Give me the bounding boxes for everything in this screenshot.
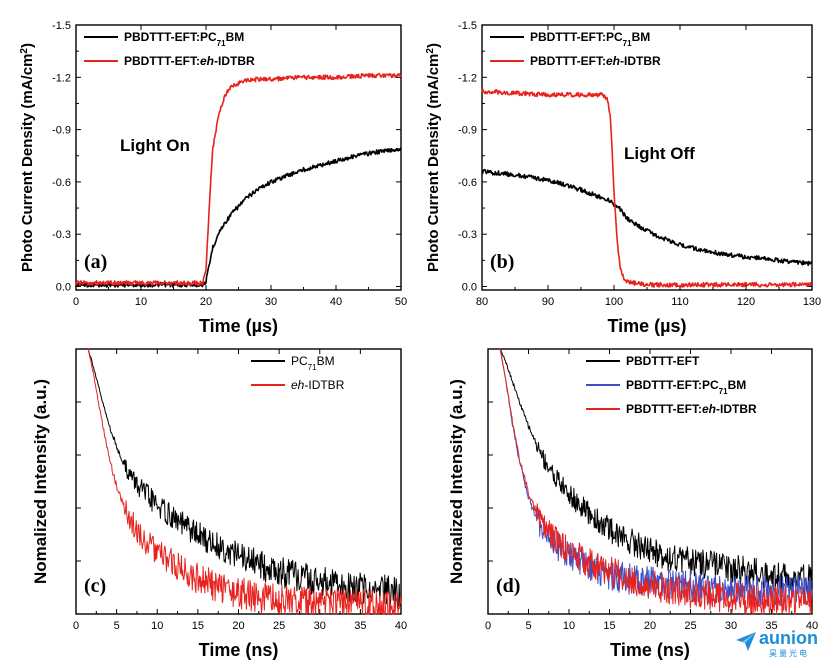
y-tick-label: -1.5 [52,20,71,32]
x-tick-label: 0 [73,296,79,308]
panel-label: (d) [496,575,520,597]
x-tick-label: 10 [563,620,575,632]
annotation-text: Light On [120,136,190,155]
y-tick-label: -0.3 [52,229,71,241]
x-tick-label: 120 [737,296,755,308]
y-tick-label: -1.2 [52,72,71,84]
watermark-text: aunion [759,628,818,648]
x-tick-label: 130 [803,296,821,308]
y-tick-label: -1.2 [458,72,477,84]
series-line-0 [75,147,402,288]
x-tick-label: 20 [644,620,656,632]
y-axis-label: Photo Current Density (mA/cm2) [425,43,443,272]
chart-panel-b: 80 90 100 110 120 130 0.0 -0.3 -0.6 -0.9 -1.2 -1.5 P… [425,20,822,336]
x-tick-label: 10 [151,620,163,632]
x-tick-label: 80 [476,296,488,308]
x-tick-label: 25 [684,620,696,632]
y-tick-label: -1.5 [458,20,477,32]
y-axis-label: Nomalized Intensity (a.u.) [447,379,466,584]
x-tick-label: 0 [485,620,491,632]
x-tick-label: 100 [605,296,623,308]
series-line-0 [87,348,402,609]
y-axis-label: Nomalized Intensity (a.u.) [31,379,50,584]
chart-panel-c: 0 5 10 15 20 25 30 35 40 PC71BM eh-IDTBR (c) Time (n… [31,348,407,660]
panel-label: (a) [84,251,107,273]
x-tick-label: 5 [525,620,531,632]
series-line-1 [481,88,813,288]
x-tick-label: 30 [265,296,277,308]
legend-label: PBDTTT-EFT:PC71BM [124,30,244,48]
x-tick-label: 15 [192,620,204,632]
x-tick-label: 110 [671,296,689,308]
x-axis-label: Time (µs) [607,316,686,336]
annotation-text: Light Off [624,144,695,163]
legend-label: PC71BM [291,354,335,372]
x-tick-label: 50 [395,296,407,308]
x-axis-label: Time (µs) [199,316,278,336]
chart-panel-a: 0 10 20 30 40 50 0.0 -0.3 -0.6 -0.9 -1.2 -1.5 PBDTTT… [19,20,408,336]
legend-label: PBDTTT-EFT:PC71BM [626,378,746,396]
y-tick-label: -0.9 [52,125,71,137]
series-line-1 [87,348,402,615]
legend-label: PBDTTT-EFT:eh-IDTBR [530,54,661,68]
watermark: aunion 昊量光电 [735,626,835,664]
x-tick-label: 40 [395,620,407,632]
x-tick-label: 90 [542,296,554,308]
legend-label: PBDTTT-EFT:eh-IDTBR [124,54,255,68]
legend-label: PBDTTT-EFT:PC71BM [530,30,650,48]
x-tick-label: 0 [73,620,79,632]
plot-frame [75,348,402,615]
y-tick-label: -0.6 [52,177,71,189]
x-tick-label: 35 [765,620,777,632]
legend-label: PBDTTT-EFT [626,354,700,368]
x-tick-label: 15 [603,620,615,632]
x-tick-label: 20 [200,296,212,308]
series-line-0 [481,168,813,267]
x-tick-label: 25 [273,620,285,632]
y-tick-label: -0.6 [458,177,477,189]
legend-label: PBDTTT-EFT:eh-IDTBR [626,402,757,416]
x-tick-label: 40 [330,296,342,308]
x-tick-label: 30 [314,620,326,632]
x-axis-label: Time (ns) [199,640,279,660]
x-axis-label: Time (ns) [610,640,690,660]
y-tick-label: -0.9 [458,125,477,137]
panel-label: (b) [490,251,514,273]
y-tick-label: 0.0 [56,282,71,294]
x-tick-label: 40 [806,620,818,632]
x-tick-label: 5 [114,620,120,632]
legend-label: eh-IDTBR [291,378,345,392]
watermark-subtext: 昊量光电 [769,649,809,658]
y-tick-label: -0.3 [458,229,477,241]
series-line-1 [75,72,402,287]
series-line-2 [499,348,813,615]
paper-plane-icon [736,632,756,651]
x-tick-label: 20 [232,620,244,632]
series-line-0 [499,348,813,595]
y-tick-label: 0.0 [462,282,477,294]
chart-panel-d: 0 5 10 15 20 25 30 35 40 PBDTTT-EFT PBDTTT-EFT:PC7… [447,348,818,660]
x-tick-label: 10 [135,296,147,308]
x-tick-label: 30 [725,620,737,632]
panel-label: (c) [84,575,106,597]
x-tick-label: 35 [354,620,366,632]
y-axis-label: Photo Current Density (mA/cm2) [19,43,37,272]
